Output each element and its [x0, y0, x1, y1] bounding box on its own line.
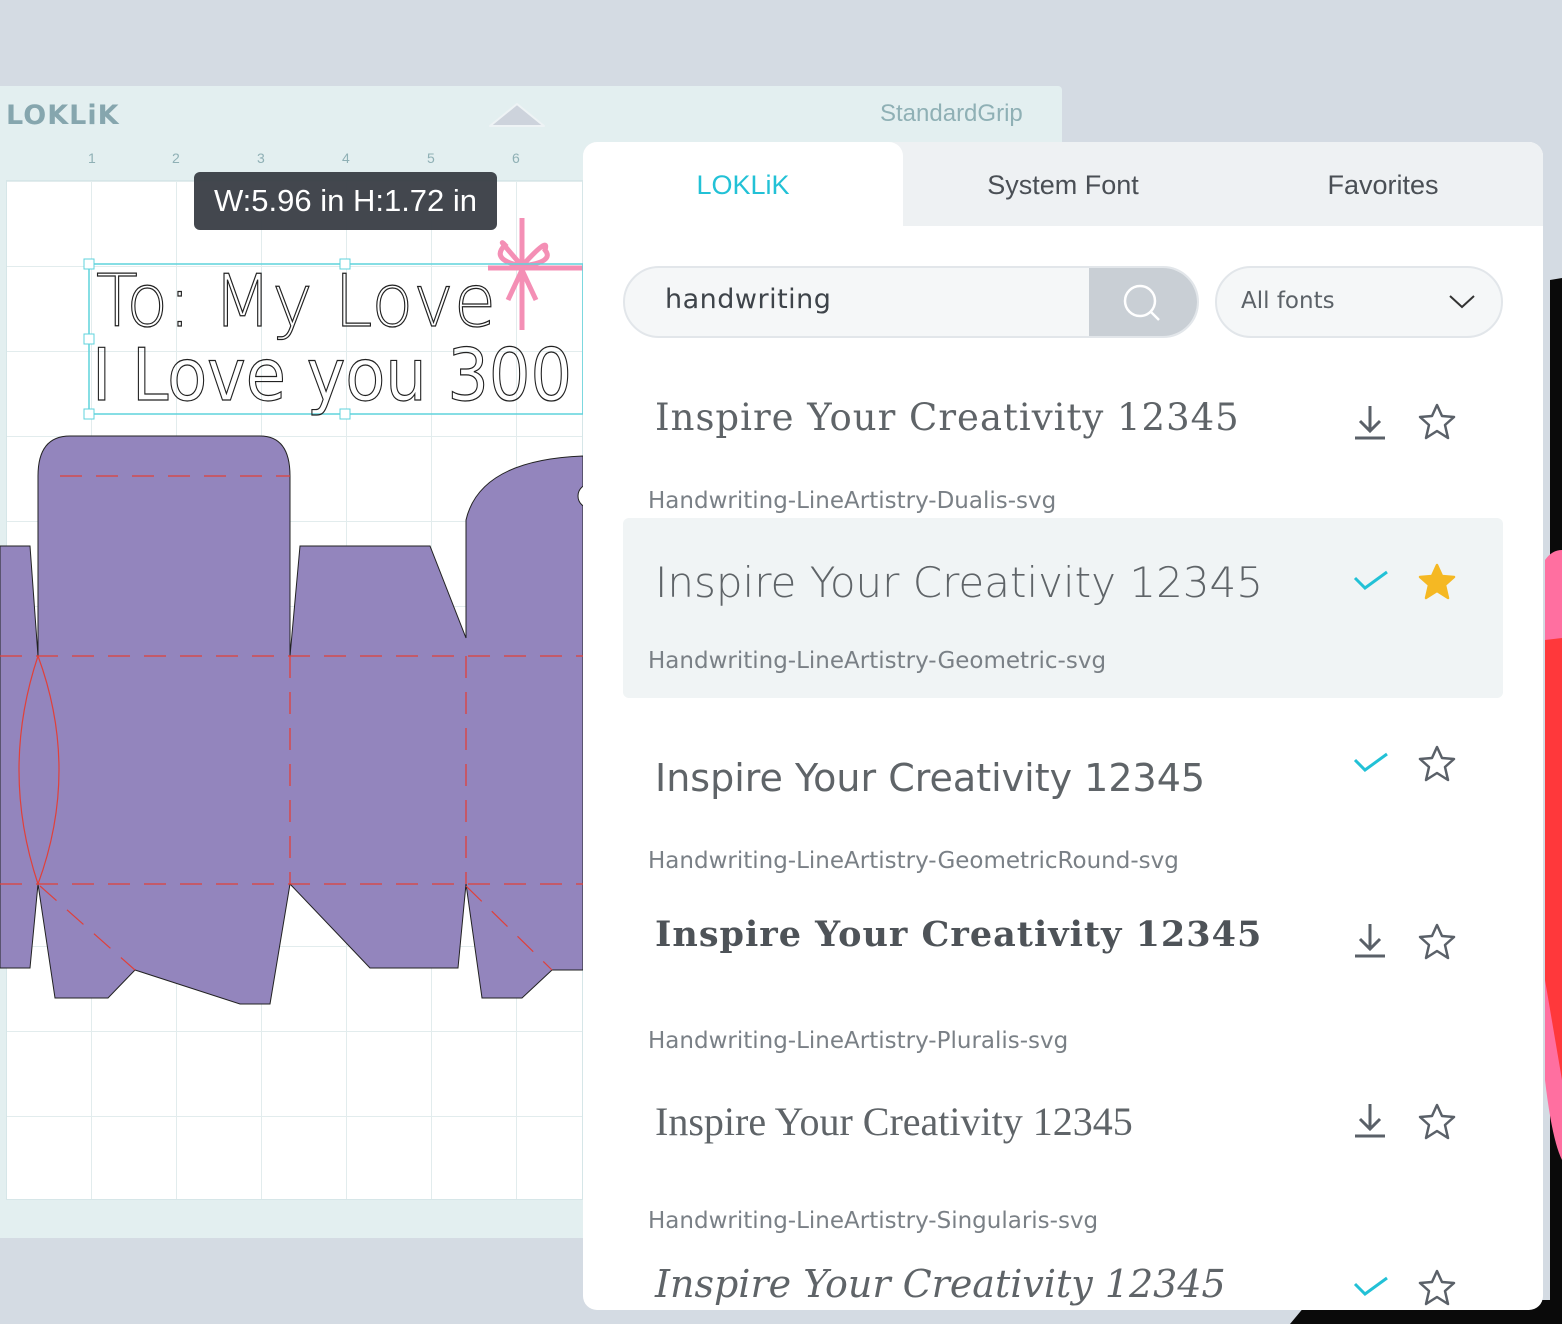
font-preview: Inspire Your Creativity 12345 — [655, 1262, 1226, 1306]
font-list-item[interactable]: Inspire Your Creativity 12345 Handwritin… — [623, 720, 1503, 900]
gift-ribbon[interactable] — [488, 218, 583, 330]
font-list-item[interactable]: Inspire Your Creativity 12345 — [623, 1260, 1503, 1310]
design-artwork[interactable]: To: My Love I Love you 300 — [0, 180, 583, 1220]
ruler-tick: 5 — [427, 150, 435, 166]
star-outline-icon[interactable] — [1417, 402, 1457, 442]
resize-handle[interactable] — [339, 408, 351, 420]
font-preview: Inspire Your Creativity 12345 — [655, 558, 1263, 607]
font-preview: Inspire Your Creativity 12345 — [655, 756, 1206, 800]
mat-type-label: StandardGrip — [880, 100, 1023, 127]
search-input[interactable] — [665, 284, 1085, 315]
ruler-tick: 4 — [342, 150, 350, 166]
resize-handle[interactable] — [83, 408, 95, 420]
ruler-tick: 3 — [257, 150, 265, 166]
font-name: Handwriting-LineArtistry-Dualis-svg — [648, 488, 1057, 514]
resize-handle[interactable] — [83, 333, 95, 345]
box-template-shape[interactable] — [0, 435, 583, 1005]
star-outline-icon[interactable] — [1417, 1268, 1457, 1308]
tab-favorites[interactable]: Favorites — [1327, 170, 1439, 200]
font-preview: Inspire Your Creativity 12345 — [655, 396, 1240, 439]
text-line-1[interactable]: To: My Love — [95, 258, 496, 343]
font-tabs: LOKLiK System Font Favorites — [583, 142, 1543, 226]
installed-check-icon — [1353, 752, 1388, 772]
collapse-arrow-icon[interactable] — [486, 100, 548, 130]
font-list-item[interactable]: Inspire Your Creativity 12345 Handwritin… — [623, 360, 1503, 540]
installed-check-icon — [1353, 1276, 1388, 1296]
size-tooltip: W:5.96 in H:1.72 in — [194, 172, 497, 230]
font-name: Handwriting-LineArtistry-Singularis-svg — [648, 1208, 1099, 1234]
font-search — [623, 266, 1199, 338]
font-list-item[interactable]: Inspire Your Creativity 12345 Handwritin… — [623, 900, 1503, 1080]
tab-loklik[interactable]: LOKLiK — [583, 142, 903, 226]
font-filter-dropdown[interactable]: All fonts — [1215, 266, 1503, 338]
star-outline-icon[interactable] — [1417, 1102, 1457, 1142]
search-button[interactable] — [1089, 268, 1197, 336]
star-outline-icon[interactable] — [1417, 744, 1457, 784]
background-artwork — [1290, 278, 1562, 1324]
ruler-tick: 1 — [88, 150, 96, 166]
font-list-item[interactable]: Inspire Your Creativity 12345 Handwritin… — [623, 1080, 1503, 1260]
search-icon — [1123, 284, 1160, 321]
font-list-item-selected[interactable]: Inspire Your Creativity 12345 Handwritin… — [623, 518, 1503, 698]
star-outline-icon[interactable] — [1417, 922, 1457, 962]
ruler-tick: 2 — [172, 150, 180, 166]
font-name: Handwriting-LineArtistry-Pluralis-svg — [648, 1028, 1069, 1054]
resize-handle[interactable] — [339, 258, 351, 270]
font-preview: Inspire Your Creativity 12345 — [655, 914, 1263, 955]
ruler-tick: 6 — [512, 150, 520, 166]
font-preview: Inspire Your Creativity 12345 — [655, 1099, 1133, 1144]
download-icon[interactable] — [1353, 922, 1387, 958]
star-filled-icon[interactable] — [1417, 562, 1457, 602]
text-line-2[interactable]: I Love you 300 — [91, 332, 572, 417]
tab-system-font[interactable]: System Font — [987, 170, 1139, 200]
font-panel: LOKLiK System Font Favorites All fonts I… — [583, 142, 1543, 1310]
font-name: Handwriting-LineArtistry-GeometricRound-… — [648, 848, 1179, 874]
chevron-down-icon — [1449, 295, 1475, 309]
font-name: Handwriting-LineArtistry-Geometric-svg — [648, 648, 1107, 674]
filter-value: All fonts — [1241, 288, 1335, 314]
resize-handle[interactable] — [83, 258, 95, 270]
loklik-logo: LOKLiK — [6, 100, 120, 131]
download-icon[interactable] — [1353, 404, 1387, 440]
download-icon[interactable] — [1353, 1102, 1387, 1138]
installed-check-icon — [1353, 570, 1388, 590]
